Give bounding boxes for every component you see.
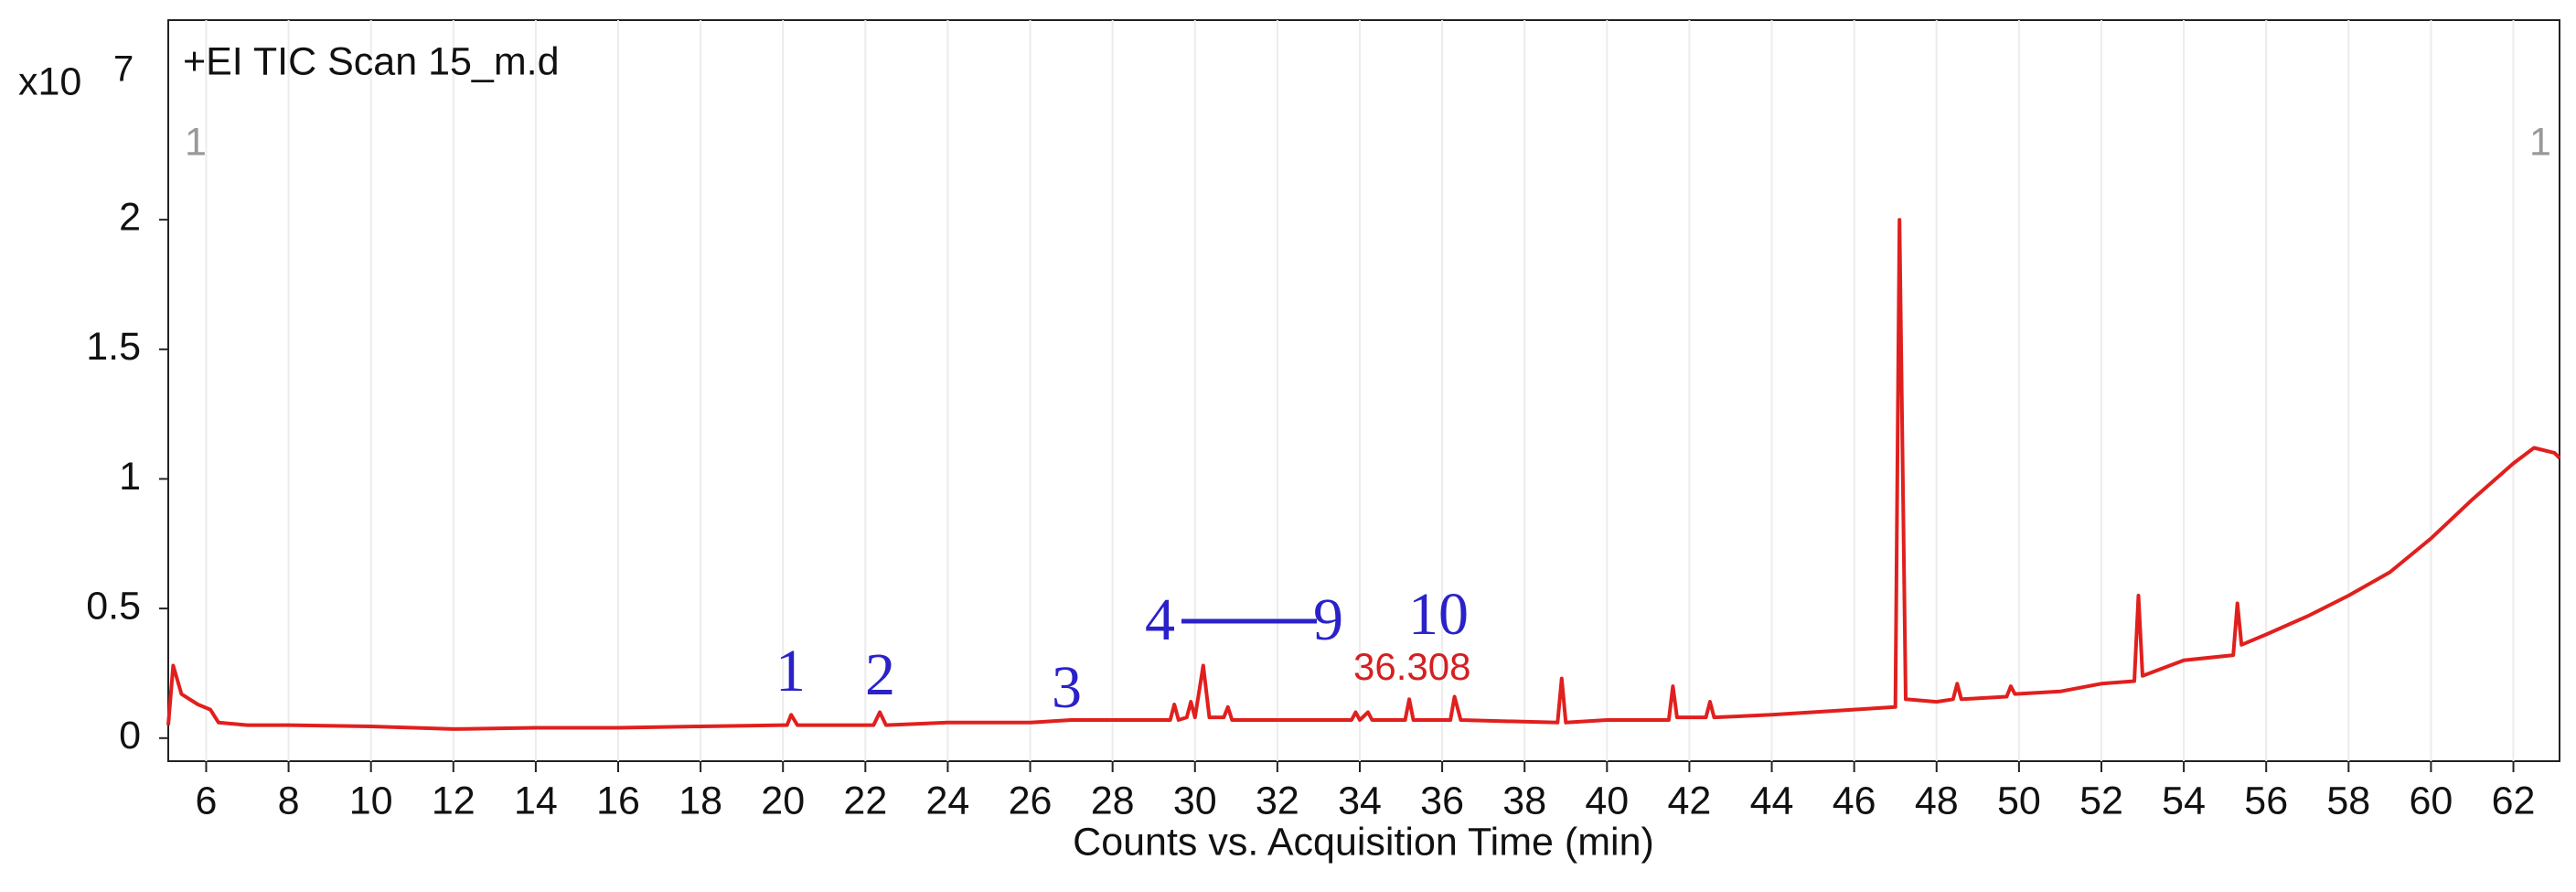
y-exponent: 7	[113, 49, 134, 90]
x-tick-label: 42	[1668, 779, 1712, 822]
peak-label: 4	[1145, 586, 1175, 653]
y-tick-label: 0	[119, 714, 141, 758]
x-tick-label: 38	[1502, 779, 1546, 822]
x-tick-label: 62	[2492, 779, 2536, 822]
x-tick-label: 58	[2326, 779, 2370, 822]
x-tick-label: 60	[2410, 779, 2453, 822]
trace-line	[166, 218, 2561, 731]
x-tick-label: 22	[843, 779, 887, 822]
x-tick-label: 54	[2162, 779, 2206, 822]
x-tick-label: 44	[1750, 779, 1794, 822]
x-tick-label: 50	[1997, 779, 2041, 822]
x-tick-label: 14	[514, 779, 558, 822]
trace-marker: 1	[2529, 120, 2551, 164]
y-tick-label: 1.5	[86, 325, 141, 369]
peak-label: 10	[1408, 581, 1469, 648]
x-tick-label: 12	[432, 779, 476, 822]
grid	[159, 20, 2515, 772]
x-tick-label: 46	[1833, 779, 1876, 822]
x-tick-label: 26	[1009, 779, 1053, 822]
x-tick-label: 20	[761, 779, 805, 822]
x-tick-label: 56	[2244, 779, 2288, 822]
peak-label: 1	[775, 638, 806, 704]
y-tick-label: 0.5	[86, 584, 141, 628]
x-tick-label: 30	[1173, 779, 1217, 822]
y-tick-label: 2	[119, 196, 141, 240]
x-tick-label: 40	[1585, 779, 1629, 822]
x-tick-label: 8	[278, 779, 300, 822]
peak-label: 3	[1052, 654, 1082, 721]
x-tick-label: 6	[195, 779, 217, 822]
x-tick-label: 10	[349, 779, 393, 822]
x-tick-label: 34	[1338, 779, 1382, 822]
x-tick-label: 36	[1420, 779, 1464, 822]
chart-title: +EI TIC Scan 15_m.d	[183, 39, 560, 83]
peak-label: 2	[865, 641, 895, 708]
x-axis-label: Counts vs. Acquisition Time (min)	[1073, 820, 1654, 864]
peak-label: 9	[1313, 586, 1343, 653]
x-tick-label: 32	[1256, 779, 1299, 822]
x-tick-label: 48	[1915, 779, 1959, 822]
plot-frame	[167, 19, 2560, 762]
y-multiplier: x10	[18, 59, 81, 103]
peak-time-label: 36.308	[1353, 645, 1470, 688]
x-tick-label: 28	[1091, 779, 1135, 822]
x-tick-label: 52	[2079, 779, 2123, 822]
marks	[166, 218, 2561, 731]
y-tick-label: 1	[119, 455, 141, 499]
x-tick-label: 24	[926, 779, 970, 822]
x-tick-label: 18	[679, 779, 722, 822]
x-tick-label: 16	[596, 779, 640, 822]
trace-marker: 1	[185, 120, 207, 164]
